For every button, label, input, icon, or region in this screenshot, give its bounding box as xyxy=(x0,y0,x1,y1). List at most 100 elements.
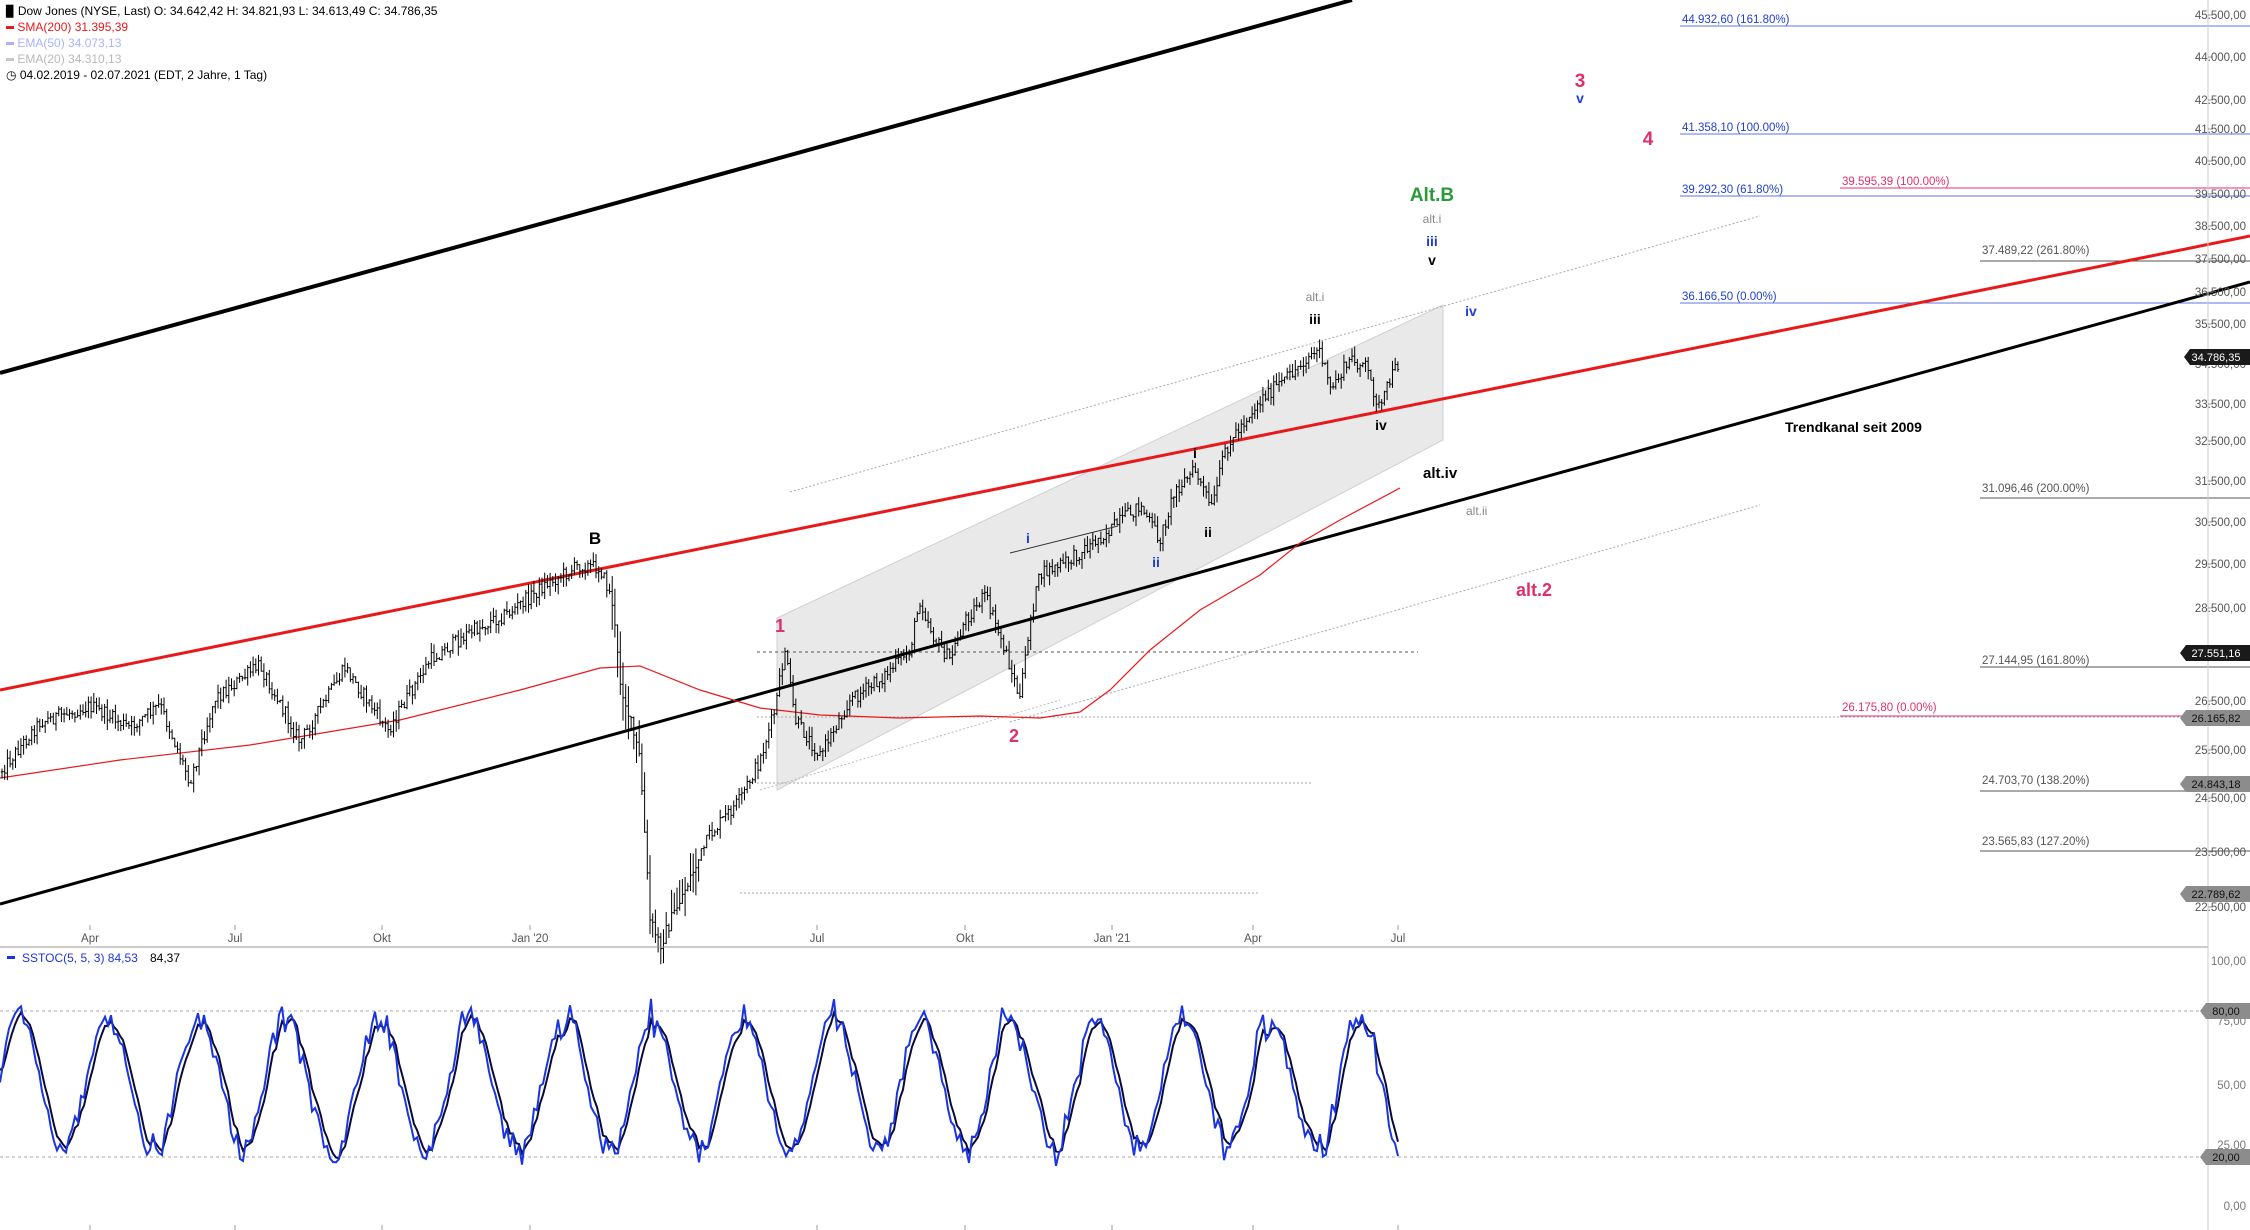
dotted-channel-lower2 xyxy=(759,699,1061,791)
price-axis-label: 44.000,00 xyxy=(2195,52,2246,64)
stoch-legend: SSTOC(5, 5, 3) 84,53 84,37 xyxy=(7,951,180,965)
wave-label-iv-black: iv xyxy=(1375,417,1387,433)
wave-label-iii-blue: iii xyxy=(1426,233,1438,249)
chart-title: Dow Jones (NYSE, Last) O: 34.642,42 H: 3… xyxy=(17,4,438,18)
wave-label-alti-top: alt.i xyxy=(1423,212,1442,226)
svg-text:26.165,82: 26.165,82 xyxy=(2192,713,2241,725)
price-axis-label: 25.500,00 xyxy=(2195,745,2246,757)
bar-chart-icon: ▉ xyxy=(6,6,15,18)
fib-label-gray-3: 27.144,95 (161.80%) xyxy=(1982,655,2090,667)
wave-label-v-black: v xyxy=(1428,252,1436,268)
wave-label-i-black: i xyxy=(1193,445,1197,461)
ema50-swatch xyxy=(6,42,14,46)
ema50-label: EMA(50) 34.073,13 xyxy=(17,36,122,50)
stoch-axis-label: 100,00 xyxy=(2211,956,2246,968)
stoch-tag-80: 80,00 xyxy=(2200,1003,2250,1019)
fib-label-blue-4: 36.166,50 (0.00%) xyxy=(1682,291,1777,303)
wave-label-3: 3 xyxy=(1575,71,1586,92)
trendline-red[interactable] xyxy=(0,234,2250,692)
fib-label-blue-1: 44.932,60 (161.80%) xyxy=(1682,14,1790,26)
price-axis-label: 26.500,00 xyxy=(2195,696,2246,708)
fib-label-pink-2: 26.175,80 (0.00%) xyxy=(1842,702,1937,714)
time-axis-label: Jul xyxy=(810,933,825,945)
stoch-axis-label: 50,00 xyxy=(2217,1080,2246,1092)
price-bars xyxy=(0,339,1400,965)
time-axis-label: Okt xyxy=(373,933,392,945)
svg-text:20,00: 20,00 xyxy=(2212,1152,2240,1164)
price-tag-26165: 26.165,82 xyxy=(2180,710,2250,726)
wave-label-1: 1 xyxy=(775,616,785,636)
legend-ema50[interactable]: EMA(50) 34.073,13 xyxy=(6,36,121,50)
wave-label-v-blue: v xyxy=(1576,90,1584,106)
svg-text:27.551,16: 27.551,16 xyxy=(2192,648,2241,660)
date-range-label: 04.02.2019 - 02.07.2021 (EDT, 2 Jahre, 1… xyxy=(19,68,268,82)
wave-channel-fill xyxy=(776,304,1444,791)
legend-range: ◷ 04.02.2019 - 02.07.2021 (EDT, 2 Jahre,… xyxy=(6,68,267,82)
price-axis-label: 39.500,00 xyxy=(2195,189,2246,201)
trendline-black-lower[interactable] xyxy=(0,280,2250,906)
time-axis-label: Apr xyxy=(81,933,99,945)
dotted-channel-upper xyxy=(789,215,1761,493)
price-axis-label: 24.500,00 xyxy=(2195,793,2246,805)
price-axis-label: 30.500,00 xyxy=(2195,517,2246,529)
fib-label-gray-4: 24.703,70 (138.20%) xyxy=(1982,775,2090,787)
time-axis-label: Okt xyxy=(956,933,975,945)
sma200-label: SMA(200) 31.395,39 xyxy=(17,20,129,34)
wave-label-ii-blue: ii xyxy=(1152,554,1160,570)
price-axis-label: 36.500,00 xyxy=(2195,287,2246,299)
price-axis-label: 37.500,00 xyxy=(2195,254,2246,266)
chart-header: ▉ Dow Jones (NYSE, Last) O: 34.642,42 H:… xyxy=(6,4,437,18)
price-tag-27551: 27.551,16 xyxy=(2180,645,2250,661)
price-axis-label: 35.500,00 xyxy=(2195,319,2246,331)
stoch-d-line xyxy=(0,1009,1399,1160)
ema20-label: EMA(20) 34.310,13 xyxy=(17,52,122,66)
wave-label-4: 4 xyxy=(1643,129,1654,150)
legend-sma200[interactable]: SMA(200) 31.395,39 xyxy=(6,20,128,34)
price-axis-label: 41.500,00 xyxy=(2195,124,2246,136)
price-axis-label: 23.500,00 xyxy=(2195,847,2246,859)
price-axis-label: 32.500,00 xyxy=(2195,436,2246,448)
price-axis: 45.500,00 44.000,00 42.500,00 41.500,00 40.5… xyxy=(2195,10,2246,914)
wave-label-2: 2 xyxy=(1009,726,1019,746)
legend-ema20[interactable]: EMA(20) 34.310,13 xyxy=(6,52,121,66)
time-axis-label: Jul xyxy=(1391,933,1406,945)
ema20-swatch xyxy=(6,58,14,62)
svg-text:SSTOC(5, 5, 3) 84,53: SSTOC(5, 5, 3) 84,53 xyxy=(22,951,138,965)
time-axis-label: Jan '20 xyxy=(512,933,549,945)
stoch-tag-20: 20,00 xyxy=(2200,1149,2250,1165)
svg-text:34.786,35: 34.786,35 xyxy=(2192,352,2241,364)
fib-label-pink-1: 39.595,39 (100.00%) xyxy=(1842,176,1950,188)
price-axis-label: 28.500,00 xyxy=(2195,603,2246,615)
time-axis-label: Apr xyxy=(1244,933,1262,945)
time-axis: Apr Jul Okt Jan '20 Jul Okt Jan '21 Apr Jul xyxy=(81,925,1405,1230)
wave-label-altiv: alt.iv xyxy=(1423,465,1458,482)
trendline-black-upper[interactable] xyxy=(0,0,1353,375)
price-axis-label: 42.500,00 xyxy=(2195,95,2246,107)
price-axis-label: 38.500,00 xyxy=(2195,221,2246,233)
sma200-swatch xyxy=(6,26,14,30)
time-axis-label: Jul xyxy=(228,933,243,945)
wave-label-altii: alt.ii xyxy=(1466,504,1487,518)
wave-label-alt2: alt.2 xyxy=(1516,580,1552,600)
price-axis-label: 29.500,00 xyxy=(2195,559,2246,571)
price-axis-label: 40.500,00 xyxy=(2195,156,2246,168)
wave-label-iii-black: iii xyxy=(1309,311,1321,327)
price-tag-22789: 22.789,62 xyxy=(2180,886,2250,902)
stoch-k-line xyxy=(0,998,1399,1167)
svg-text:22.789,62: 22.789,62 xyxy=(2192,889,2241,901)
time-axis-label: Jan '21 xyxy=(1094,933,1131,945)
fib-label-gray-2: 31.096,46 (200.00%) xyxy=(1982,483,2090,495)
wave-label-B: B xyxy=(589,529,601,548)
price-axis-label: 33.500,00 xyxy=(2195,399,2246,411)
price-axis-label: 45.500,00 xyxy=(2195,10,2246,22)
svg-text:24.843,18: 24.843,18 xyxy=(2192,779,2241,791)
trendkanal-label: Trendkanal seit 2009 xyxy=(1785,419,1922,435)
stoch-axis-label: 0,00 xyxy=(2224,1201,2246,1213)
svg-text:80,00: 80,00 xyxy=(2212,1006,2240,1018)
price-tag-24843: 24.843,18 xyxy=(2180,776,2250,792)
svg-text:84,37: 84,37 xyxy=(150,951,180,965)
price-tag-current: 34.786,35 xyxy=(2184,349,2250,365)
fib-label-blue-3: 39.292,30 (61.80%) xyxy=(1682,184,1783,196)
